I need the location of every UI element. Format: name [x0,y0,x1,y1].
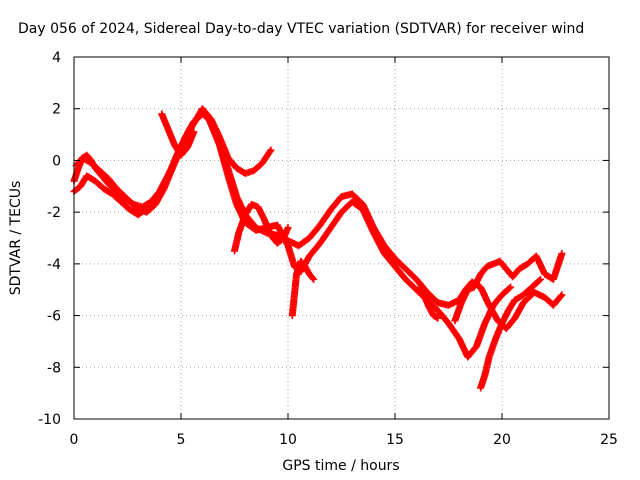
data-point-track-a [557,292,565,300]
data-point-track-c [507,283,515,291]
x-tick-label: 15 [386,432,404,448]
data-point-track-g [434,314,442,322]
data-point-track-f [309,274,317,282]
data-point-track-i [558,250,566,258]
x-tick-label: 5 [177,432,186,448]
x-tick-label: 25 [600,432,618,448]
data-point-track-h [535,276,543,284]
data-point-track-h [537,275,545,283]
data-point-track-f [310,275,318,283]
data-markers [70,105,566,392]
chart-title: Day 056 of 2024, Sidereal Day-to-day VTE… [18,21,584,37]
grid-lines [74,57,609,419]
data-point-track-d [190,128,198,136]
x-tick-label: 10 [279,432,297,448]
y-tick-label: 2 [52,102,61,118]
y-tick-label: 0 [52,153,61,169]
axis-ticks: 0 5 10 15 20 25 -10 -8 -6 -4 -2 0 2 4 [38,50,618,448]
data-point-track-b [267,146,275,154]
y-tick-label: 4 [52,50,61,66]
y-axis-label: SDTVAR / TECUs [8,181,24,296]
data-point-track-e [284,224,292,232]
data-point-track-c [505,284,513,292]
plot-frame [73,56,610,420]
y-tick-label: -10 [38,412,61,428]
x-tick-label: 0 [70,432,79,448]
data-point-track-b [266,147,274,155]
x-axis-label: GPS time / hours [282,458,399,474]
data-point-track-a [558,291,566,299]
y-tick-label: -6 [47,309,61,325]
x-tick-label: 20 [493,432,511,448]
data-point-track-g [432,313,440,321]
y-tick-label: -8 [47,360,61,376]
y-tick-label: -4 [47,257,61,273]
y-tick-label: -2 [47,205,61,221]
